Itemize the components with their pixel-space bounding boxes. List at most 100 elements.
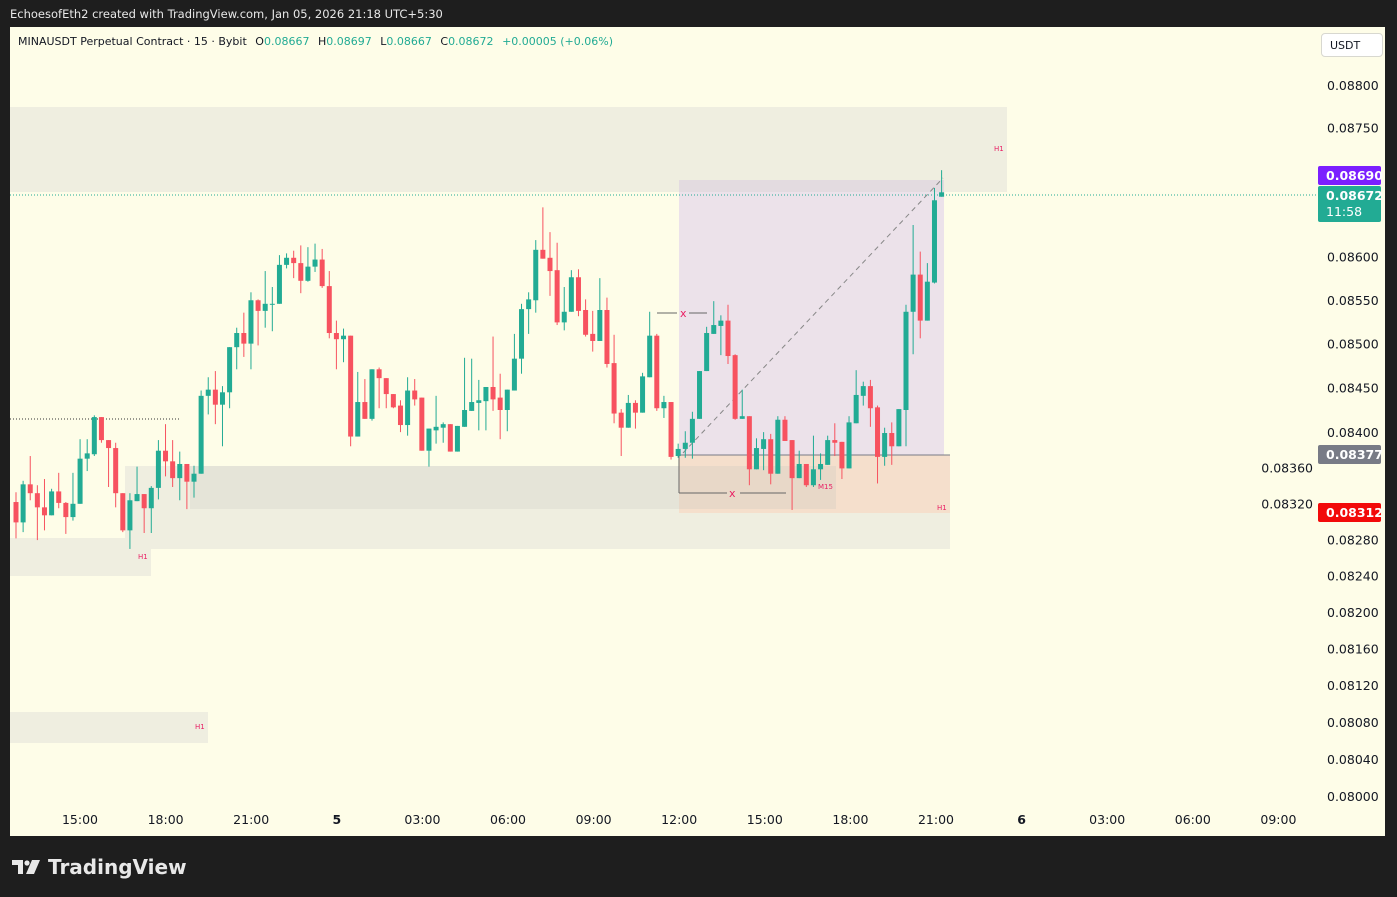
candle [796,450,802,479]
candle [675,443,681,458]
candle [704,326,710,372]
candle-body [789,440,795,479]
open-label: O [255,35,264,48]
candle [654,333,660,411]
target-area-top [679,180,944,192]
candle [155,440,161,500]
price-axis-label: 0.08320 [1261,496,1313,511]
candle-body [853,394,859,424]
price-axis-label: 0.08450 [1327,381,1379,396]
time-axis-label: 6 [1017,812,1026,827]
tradingview-logo[interactable]: TradingView [12,855,187,879]
h1-zone-left[interactable] [10,538,151,576]
candle [49,488,55,516]
h1-zone-bottom[interactable] [10,712,208,743]
m15-label: M15 [818,483,833,491]
time-axis-label: 18:00 [832,812,868,827]
candle [718,315,724,356]
candle-body [77,458,83,504]
time-axis-label: 21:00 [233,812,269,827]
candle-body [810,469,816,486]
candle-body [27,484,33,494]
candle [234,327,240,370]
candle-body [647,335,653,378]
time-axis-label: 21:00 [918,812,954,827]
candle [405,377,411,436]
candle [205,377,211,415]
candle [269,286,275,332]
candle [782,416,788,441]
candle [27,456,33,501]
candle [397,400,403,433]
candle [689,411,695,459]
currency-button[interactable]: USDT [1321,33,1383,57]
candle-body [219,392,225,405]
last-price-tag: 0.08672 [1326,188,1383,203]
candle [519,303,525,374]
candle [284,253,290,269]
candle-body [433,426,439,431]
candle-body [796,463,802,479]
candle-body [533,249,539,301]
candle-body [34,493,40,508]
candle-body [291,257,297,264]
candle-body [668,402,674,457]
candle-body [362,402,368,419]
candle-body [148,487,154,509]
candle-body [212,389,218,405]
candle [540,207,546,259]
projection-dashed-line[interactable] [682,177,944,454]
h1-supply-zone[interactable] [10,107,1007,192]
candle [241,312,247,357]
candle [63,502,69,534]
candle [34,485,40,541]
candle [255,299,261,346]
candle-body [41,507,47,516]
candle-body [753,448,759,470]
candle [163,424,169,477]
candle [148,486,154,534]
candle-body [241,333,247,344]
candle [248,292,254,370]
candle-body [255,300,261,311]
candle-body [882,433,888,457]
candle-body [611,363,617,414]
candle-body [711,325,717,334]
candle-body [583,310,589,335]
candle [355,371,361,437]
candle-body [568,277,574,312]
candle [184,463,190,510]
candle [818,453,824,480]
symbol-legend[interactable]: MINAUSDT Perpetual Contract · 15 · Bybit… [18,35,613,48]
candle [803,463,809,487]
candle-body [191,473,197,482]
candle-body [860,386,866,396]
candle [575,269,581,317]
close-label: C [440,35,449,48]
candle [212,371,218,425]
price-axis-label: 0.08200 [1327,605,1379,620]
h1-label-bottom: H1 [195,723,205,731]
candle-body [661,402,667,409]
candle [547,232,553,296]
low-label: L [380,35,387,48]
candle-body [625,402,631,428]
candle-body [419,397,425,451]
candle-body [120,493,126,531]
candle [77,439,83,504]
candle [447,424,453,452]
bar-countdown: 11:58 [1326,204,1362,219]
candle-body [198,395,204,474]
candle [753,438,759,470]
symbol-title[interactable]: MINAUSDT Perpetual Contract · 15 · Bybit [18,35,247,48]
m15-zone[interactable] [679,466,836,509]
candle [839,441,845,480]
candle [120,493,126,533]
price-axis-label: 0.08240 [1327,568,1379,583]
candle-body [348,335,354,437]
candle [219,386,225,447]
candle-body [98,417,104,441]
candle [56,472,62,509]
candle-body [412,390,418,400]
